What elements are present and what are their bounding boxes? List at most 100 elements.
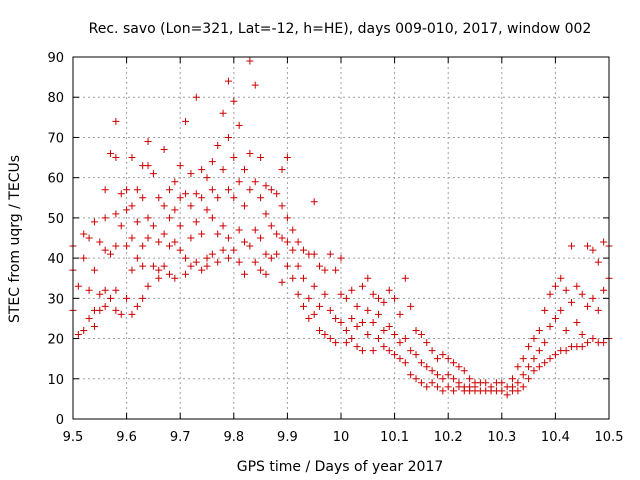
data-point — [401, 274, 409, 282]
data-point — [294, 238, 302, 246]
data-point — [594, 306, 602, 314]
data-point — [74, 282, 82, 290]
data-point — [171, 206, 179, 214]
data-point — [112, 242, 120, 250]
data-point — [192, 93, 200, 101]
data-point — [294, 262, 302, 270]
data-point — [525, 375, 533, 383]
data-point — [444, 355, 452, 363]
data-point — [267, 254, 275, 262]
data-point — [396, 355, 404, 363]
data-point — [224, 133, 232, 141]
data-point — [123, 186, 131, 194]
data-point — [498, 387, 506, 395]
data-point — [353, 343, 361, 351]
data-point — [433, 355, 441, 363]
data-point — [551, 351, 559, 359]
data-point — [391, 331, 399, 339]
data-point — [283, 154, 291, 162]
data-point — [567, 242, 575, 250]
data-point — [182, 254, 190, 262]
data-point — [535, 347, 543, 355]
data-point — [155, 194, 163, 202]
data-point — [600, 238, 608, 246]
data-point — [358, 347, 366, 355]
data-point — [187, 262, 195, 270]
y-tick-label: 0 — [56, 413, 64, 428]
data-point — [101, 214, 109, 222]
data-point — [407, 302, 415, 310]
data-point — [251, 178, 259, 186]
y-tick-label: 70 — [47, 131, 64, 146]
data-point — [149, 170, 157, 178]
data-point — [117, 190, 125, 198]
data-point — [278, 234, 286, 242]
data-point — [128, 266, 136, 274]
data-point — [283, 262, 291, 270]
data-point — [112, 306, 120, 314]
data-point — [289, 274, 297, 282]
data-point — [133, 186, 141, 194]
data-point — [348, 335, 356, 343]
data-point — [450, 375, 458, 383]
data-point — [257, 266, 265, 274]
data-point — [326, 250, 334, 258]
data-point — [112, 117, 120, 125]
data-point — [283, 238, 291, 246]
data-point — [149, 262, 157, 270]
data-point — [417, 331, 425, 339]
data-point — [509, 375, 517, 383]
data-point — [578, 331, 586, 339]
data-point — [273, 250, 281, 258]
data-point — [321, 331, 329, 339]
data-point — [198, 166, 206, 174]
axis-ticks — [72, 56, 610, 420]
y-tick-label: 90 — [47, 51, 64, 66]
data-point — [219, 222, 227, 230]
data-point — [176, 222, 184, 230]
data-point — [171, 238, 179, 246]
data-point — [133, 302, 141, 310]
data-point — [262, 182, 270, 190]
data-point — [214, 230, 222, 238]
data-point — [551, 282, 559, 290]
data-point — [364, 331, 372, 339]
data-point — [557, 306, 565, 314]
data-point — [144, 282, 152, 290]
data-point — [230, 97, 238, 105]
data-point — [85, 234, 93, 242]
data-point — [589, 335, 597, 343]
data-point — [460, 367, 468, 375]
data-point — [230, 246, 238, 254]
data-point — [203, 206, 211, 214]
data-point — [305, 314, 313, 322]
data-point — [176, 194, 184, 202]
data-point — [224, 77, 232, 85]
data-point — [235, 226, 243, 234]
data-point — [321, 290, 329, 298]
data-point — [133, 218, 141, 226]
data-point — [241, 202, 249, 210]
data-point — [541, 306, 549, 314]
data-point — [133, 254, 141, 262]
data-point — [364, 274, 372, 282]
data-point — [160, 262, 168, 270]
data-point — [541, 359, 549, 367]
data-point — [428, 367, 436, 375]
data-point — [294, 290, 302, 298]
data-point — [385, 347, 393, 355]
data-point — [257, 194, 265, 202]
data-point — [546, 355, 554, 363]
x-tick-label: 9.7 — [170, 430, 191, 445]
y-tick-label: 40 — [47, 252, 64, 267]
data-point — [439, 351, 447, 359]
data-point — [112, 154, 120, 162]
y-tick-label: 20 — [47, 333, 64, 348]
data-point — [208, 186, 216, 194]
data-point — [241, 166, 249, 174]
data-point — [391, 294, 399, 302]
data-point — [385, 286, 393, 294]
data-point — [369, 290, 377, 298]
data-point — [562, 347, 570, 355]
x-tick-label: 10.5 — [595, 430, 624, 445]
